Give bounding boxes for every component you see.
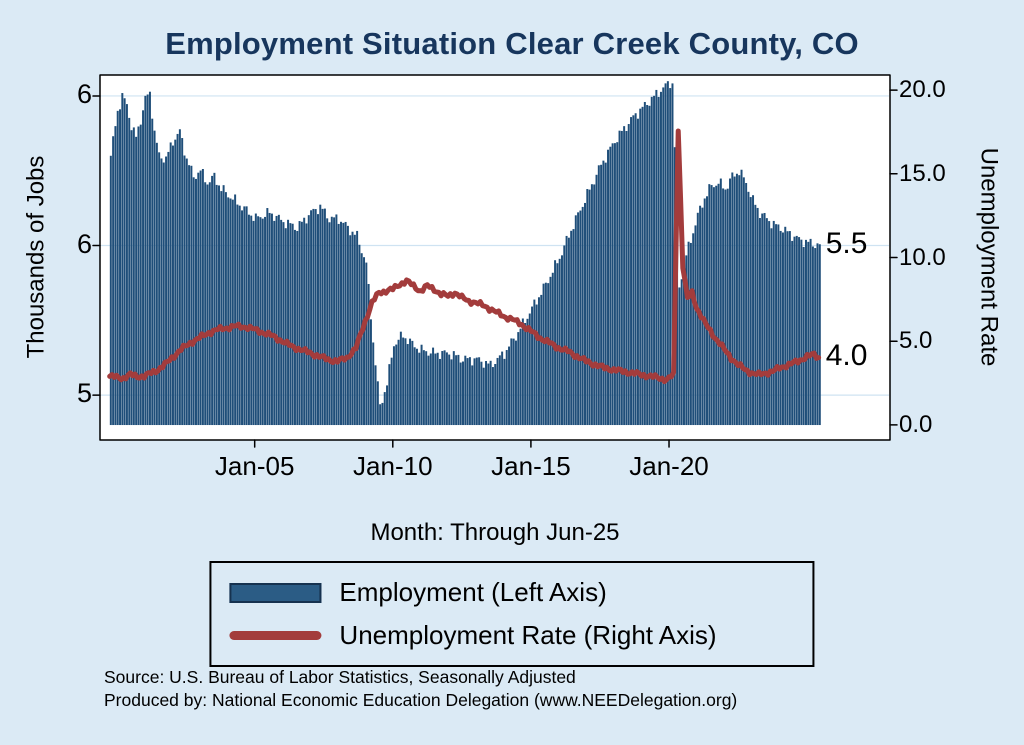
y-right-tick-label: 20.0 (899, 76, 946, 104)
x-tick-label: Jan-10 (353, 451, 433, 481)
footnotes: Source: U.S. Bureau of Labor Statistics,… (104, 666, 737, 712)
unemployment-line-swatch-icon (229, 631, 322, 640)
y-right-tick-label: 0.0 (899, 410, 933, 438)
employment-bar-swatch-icon (229, 582, 322, 603)
x-axis-title: Month: Through Jun-25 (370, 519, 620, 546)
legend-label-employment: Employment (Left Axis) (339, 577, 607, 607)
y-right-tick-label: 10.0 (899, 243, 946, 271)
legend: Employment (Left Axis) Unemployment Rate… (209, 561, 815, 667)
x-tick-label: Jan-20 (629, 451, 709, 481)
y-right-tick-label: 15.0 (899, 159, 946, 187)
end-value-label: 4.0 (825, 338, 868, 372)
y-left-tick-label: 6 (76, 228, 92, 259)
y-left-tick-label: 6 (76, 78, 92, 109)
y-left-tick-label: 5 (76, 378, 92, 409)
right-axis-title: Unemployment Rate (975, 147, 1003, 367)
legend-item-employment: Employment (Left Axis) (229, 577, 716, 608)
y-right-tick-label: 5.0 (899, 327, 933, 355)
x-tick-label: Jan-15 (491, 451, 571, 481)
producer-note: Produced by: National Economic Education… (104, 690, 738, 710)
legend-item-unemployment: Unemployment Rate (Right Axis) (229, 620, 717, 651)
source-note: Source: U.S. Bureau of Labor Statistics,… (104, 667, 576, 687)
legend-label-unemployment: Unemployment Rate (Right Axis) (339, 620, 717, 650)
x-tick-label: Jan-05 (214, 451, 295, 481)
end-value-label: 5.5 (825, 226, 868, 260)
